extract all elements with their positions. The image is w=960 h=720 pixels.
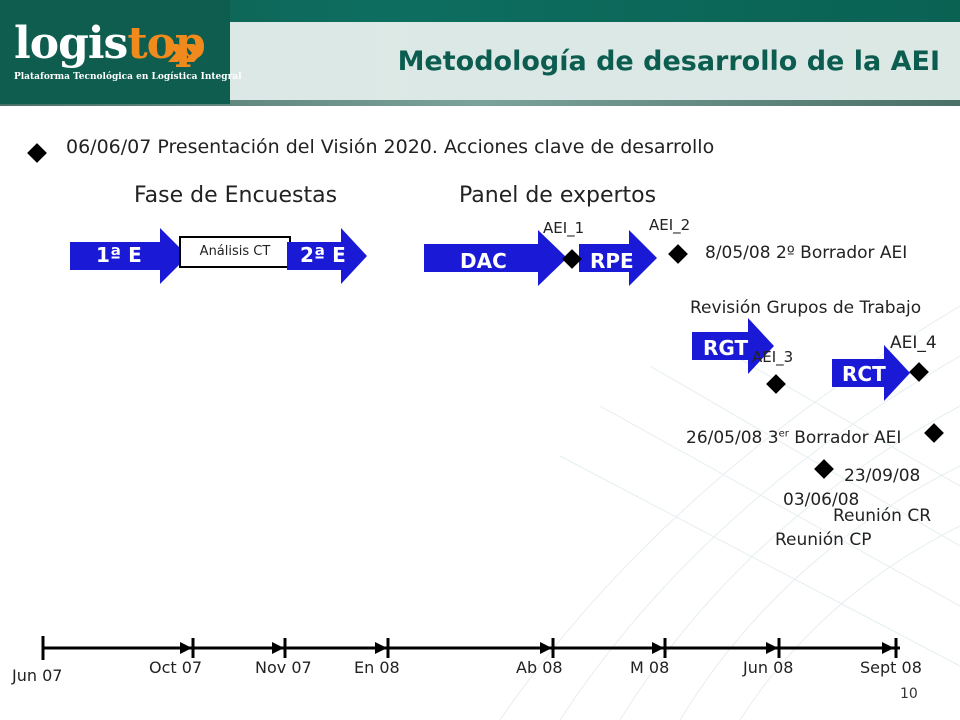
intro-text: 06/06/07 Presentación del Visión 2020. A… — [66, 136, 715, 158]
reunion-cr-text: Reunión CR — [833, 506, 932, 526]
arrow-dac-shape — [424, 230, 567, 286]
aei1-label: AEI_1 — [543, 219, 585, 237]
aei3-label: AEI_3 — [752, 348, 794, 366]
logo: logistop — [14, 22, 206, 66]
logo-subtitle: Plataforma Tecnológica en Logística Inte… — [14, 72, 242, 82]
arrow-rct-shape — [832, 345, 910, 401]
analisis-ct-box: Análisis CT — [179, 236, 291, 268]
date-230908: 23/09/08 — [844, 466, 921, 486]
arrow-1e-shape — [70, 228, 188, 284]
arrow-2e-shape — [287, 228, 367, 284]
timeline-label-jun08: Jun 08 — [743, 658, 794, 677]
header-title-panel — [230, 22, 960, 104]
page-number: 10 — [900, 686, 918, 702]
arrow-rpe-shape — [579, 230, 657, 286]
logo-main-text: logis — [14, 18, 128, 69]
arrow-rct-label: RCT — [842, 362, 886, 386]
timeline-label-en08: En 08 — [354, 658, 400, 677]
timeline-label-ab08: Ab 08 — [516, 658, 563, 677]
timeline — [41, 636, 900, 660]
timeline-label-oct07: Oct 07 — [149, 658, 203, 677]
header-stripe — [0, 100, 960, 106]
arrow-rpe-label: RPE — [590, 249, 634, 273]
timeline-label-nov07: Nov 07 — [255, 658, 312, 677]
arrow-1e-label: 1ª E — [96, 243, 142, 267]
revision-grupos-text: Revisión Grupos de Trabajo — [690, 298, 922, 318]
borrador3-date: 26/05/08 3 — [686, 428, 779, 448]
borrador2-text: 8/05/08 2º Borrador AEI — [705, 243, 908, 263]
aei2-label: AEI_2 — [649, 216, 691, 234]
arrow-2e-label: 2ª E — [300, 243, 346, 267]
reunion-cp-text: Reunión CP — [775, 530, 872, 550]
background-grid-decoration — [499, 305, 960, 720]
phase-encuestas-label: Fase de Encuestas — [134, 183, 338, 208]
aei4-label: AEI_4 — [890, 333, 937, 353]
borrador3-text: 26/05/08 3er Borrador AEI — [686, 428, 901, 448]
timeline-label-sept08: Sept 08 — [860, 658, 922, 677]
arrow-dac-label: DAC — [460, 249, 507, 273]
date-030608: 03/06/08 — [783, 490, 860, 510]
arrow-rgt-label: RGT — [703, 336, 749, 360]
timeline-label-jun07: Jun 07 — [12, 666, 63, 685]
borrador3-rest: Borrador AEI — [788, 428, 902, 448]
page-title: Metodología de desarrollo de la AEI — [397, 46, 940, 77]
phase-expertos-label: Panel de expertos — [459, 183, 657, 208]
borrador3-sup: er — [778, 428, 789, 440]
arrow-rgt-shape — [692, 318, 774, 374]
timeline-label-m08: M 08 — [630, 658, 670, 677]
logo-arrow-icon — [168, 44, 202, 62]
